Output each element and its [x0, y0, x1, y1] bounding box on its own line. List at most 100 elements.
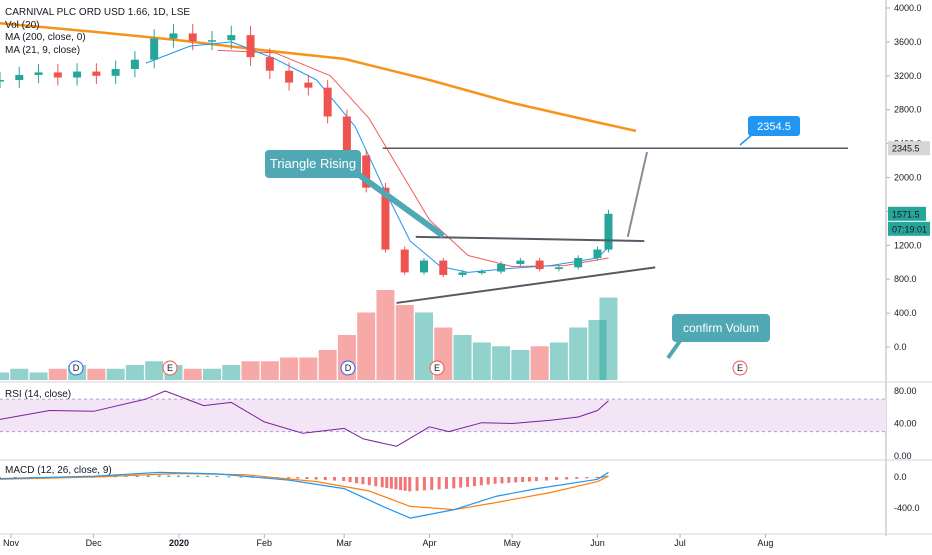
volume-bar: [0, 372, 9, 380]
macd-histogram-bar: [380, 477, 384, 488]
price-candle: [400, 249, 409, 273]
dividend-marker-circle: [340, 360, 356, 376]
macd-histogram-bar: [444, 477, 448, 489]
macd-histogram-bar: [332, 477, 336, 481]
volume-bar: [357, 312, 376, 380]
macd-histogram-bar: [602, 476, 606, 478]
macd-histogram-bar: [507, 477, 511, 483]
earnings-marker: E: [737, 363, 743, 373]
price-candle: [111, 69, 120, 76]
price-candle: [304, 82, 313, 88]
volume-bar: [183, 368, 202, 380]
macd-tick-label: 0.0: [894, 472, 907, 482]
macd-histogram-bar: [186, 475, 190, 477]
projection-line: [626, 151, 648, 238]
macd-histogram-bar: [585, 477, 589, 479]
macd-tick-label: -400.0: [894, 503, 920, 513]
volume-bar: [569, 327, 588, 380]
price-candle: [34, 72, 43, 75]
y-tick-label: 3200.0: [894, 71, 922, 81]
price-candle: [188, 33, 197, 42]
macd-histogram-bar: [113, 476, 117, 478]
price-candle: [497, 263, 506, 272]
macd-histogram-bar: [437, 477, 441, 490]
macd-histogram-bar: [565, 477, 569, 480]
x-tick-label: Dec: [86, 538, 103, 548]
price-candle: [535, 260, 544, 270]
macd-histogram-bar: [367, 477, 371, 486]
macd-histogram-bar: [459, 477, 463, 488]
macd-signal-line: [0, 472, 609, 511]
x-tick-label: Feb: [257, 538, 273, 548]
target-tag[interactable]: [748, 116, 800, 136]
macd-histogram-bar: [521, 477, 525, 482]
price-candle: [169, 33, 178, 39]
y-tick-label: 4000.0: [894, 3, 922, 13]
macd-histogram-bar: [493, 477, 497, 484]
x-tick-label: Jul: [674, 538, 686, 548]
macd-histogram-bar: [394, 477, 398, 490]
macd-histogram-bar: [385, 477, 389, 488]
volume-bar: [415, 312, 433, 380]
macd-histogram-bar: [157, 475, 161, 477]
macd-histogram-bar: [452, 477, 456, 489]
countdown-tag: 07:19:01: [892, 224, 927, 234]
price-candle: [15, 74, 24, 81]
volume-callout-box[interactable]: [672, 314, 770, 342]
last-price-tag: 1571.5: [892, 209, 920, 219]
macd-histogram-bar: [415, 477, 419, 491]
volume-bar: [222, 365, 241, 380]
macd-histogram-bar: [604, 475, 608, 477]
y-tick-label: 3600.0: [894, 37, 922, 47]
macd-histogram-bar: [348, 477, 352, 483]
dividend-marker: D: [345, 363, 352, 373]
price-candle: [285, 70, 294, 83]
macd-histogram-bar: [196, 475, 200, 477]
volume-bar: [299, 357, 318, 380]
x-tick-label: Aug: [757, 538, 773, 548]
last-price-tag-bg: [888, 206, 926, 221]
macd-histogram-bar: [215, 475, 219, 477]
price-candle: [574, 258, 583, 268]
earnings-marker: E: [434, 363, 440, 373]
macd-histogram-bar: [374, 477, 378, 487]
rsi-tick-label: 0.00: [894, 451, 912, 461]
volume-bar: [241, 361, 260, 380]
level-price-tag: 2345.5: [892, 144, 920, 154]
support-trendline: [396, 266, 656, 304]
volume-bar: [599, 297, 618, 380]
rsi-legend: RSI (14, close): [5, 389, 72, 400]
macd-histogram-bar: [146, 475, 150, 477]
macd-histogram-bar: [167, 475, 171, 477]
macd-histogram-bar: [534, 477, 538, 482]
y-tick-label: 0.0: [894, 342, 907, 352]
macd-histogram-bar: [389, 477, 393, 489]
price-candle: [150, 38, 159, 60]
ma-fast-line: [145, 41, 609, 273]
macd-histogram-bar: [528, 477, 531, 482]
x-tick-label: 2020: [169, 538, 189, 548]
volume-bar: [492, 346, 511, 380]
price-candle: [227, 35, 236, 41]
price-candle: [381, 187, 390, 250]
macd-histogram-bar: [422, 477, 426, 491]
price-candle: [554, 267, 563, 270]
volume-bar: [318, 350, 337, 380]
macd-histogram-bar: [595, 477, 599, 478]
earnings-marker-circle: [162, 360, 178, 376]
triangle-callout-box[interactable]: [265, 150, 361, 178]
macd-histogram-bar: [399, 477, 403, 491]
macd-histogram-bar: [0, 477, 1, 478]
volume-bar: [48, 368, 67, 380]
volume-bar: [145, 361, 164, 380]
macd-histogram-bar: [296, 477, 300, 479]
y-tick-label: 1200.0: [894, 240, 922, 250]
price-candle: [477, 271, 486, 274]
macd-histogram-bar: [287, 477, 291, 479]
volume-bar: [10, 368, 29, 380]
macd-histogram-bar: [575, 477, 579, 479]
price-candle: [92, 71, 101, 76]
volume-bar: [280, 357, 299, 380]
